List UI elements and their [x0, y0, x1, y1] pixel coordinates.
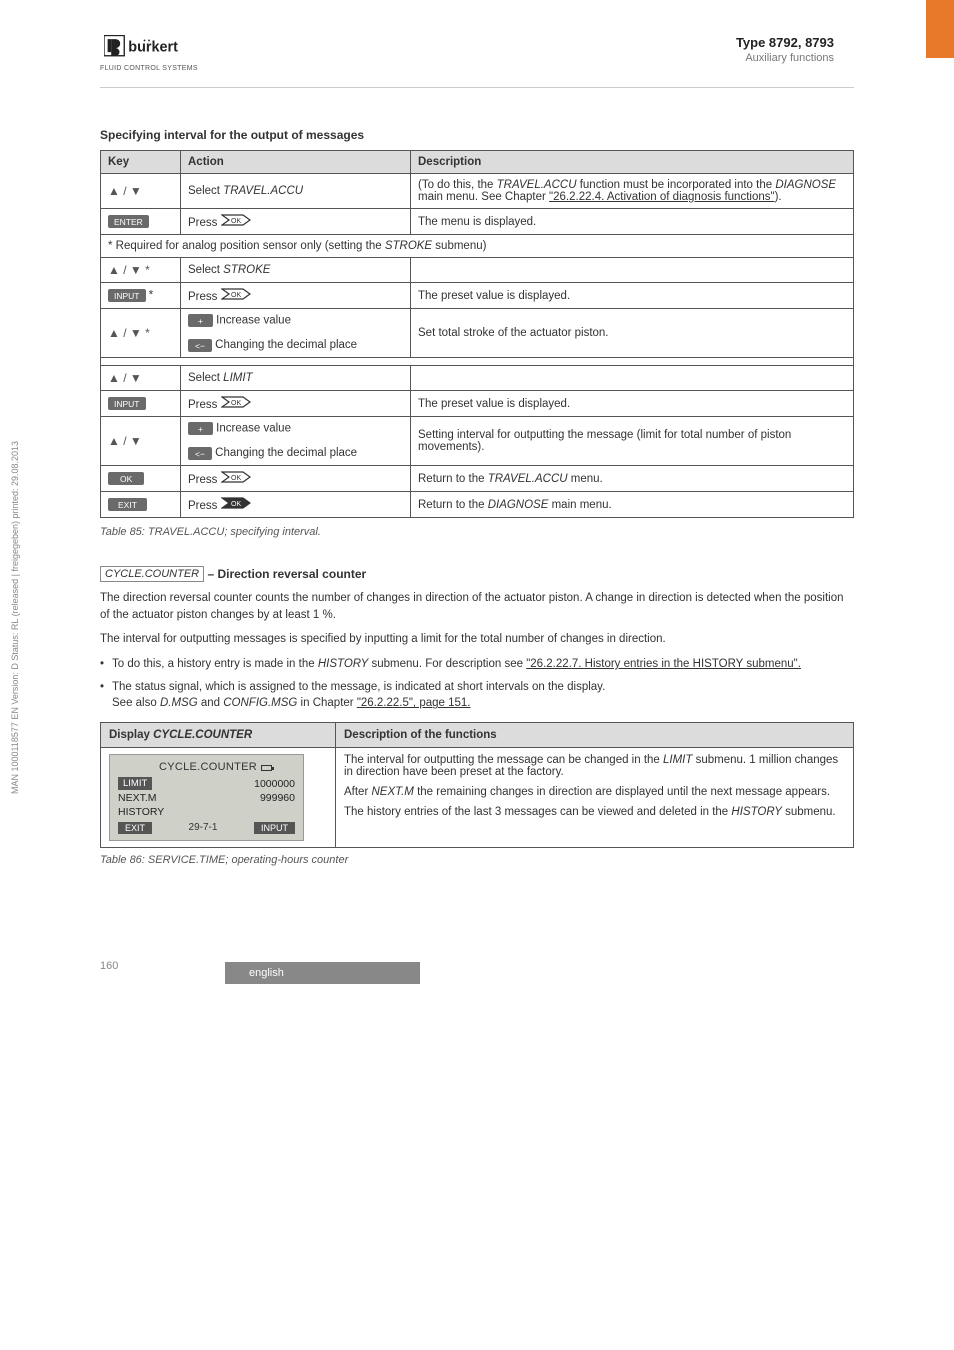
func-desc-cell: The interval for outputting the message …: [336, 748, 854, 848]
ok-press-icon: OK: [221, 288, 251, 300]
spec-table-1: Key Action Description ▲ / ▼ Select TRAV…: [100, 150, 854, 518]
table-row: ▲ / ▼ Select LIMIT: [101, 366, 854, 391]
lcd-title: CYCLE.COUNTER: [159, 761, 257, 773]
arrow-icon: ▲ / ▼: [108, 371, 142, 385]
table-caption-86: Table 86: SERVICE.TIME; operating-hours …: [100, 854, 854, 866]
orange-corner-tab: [926, 0, 954, 58]
logo-subtitle: FLUID CONTROL SYSTEMS: [100, 65, 198, 72]
table-row: * Required for analog position sensor on…: [101, 235, 854, 258]
ok-button-icon: OK: [108, 472, 144, 485]
aux-line: Auxiliary functions: [736, 52, 834, 64]
arrow-icon: ▲ / ▼: [108, 434, 142, 448]
lcd-row: LIMIT1000000: [118, 777, 295, 790]
title-block: Type 8792, 8793 Auxiliary functions: [736, 35, 834, 64]
back-pill-icon: <−: [188, 447, 212, 460]
table-row: ▲ / ▼ * + Increase value <− Changing the…: [101, 309, 854, 358]
svg-text:OK: OK: [231, 218, 241, 225]
section2-para1: The direction reversal counter counts th…: [100, 590, 854, 623]
table-row: EXIT Press OK Return to the DIAGNOSE mai…: [101, 492, 854, 518]
lcd-input-button: INPUT: [254, 822, 295, 834]
input-button-icon: INPUT: [108, 397, 146, 410]
plus-pill-icon: +: [188, 314, 213, 327]
table-row: ENTER Press OK The menu is displayed.: [101, 209, 854, 235]
side-meta-text: MAN 1000118577 EN Version: D Status: RL …: [10, 441, 20, 794]
table-row: ▲ / ▼ + Increase value <− Changing the d…: [101, 417, 854, 466]
section1-title: Specifying interval for the output of me…: [100, 128, 854, 142]
burkert-logo: burkert: [104, 35, 194, 63]
table-header-row: Key Action Description: [101, 151, 854, 174]
ok-press-icon: OK: [221, 471, 251, 483]
lcd-exit-button: EXIT: [118, 822, 152, 834]
table-header-row: Display CYCLE.COUNTER Description of the…: [101, 723, 854, 748]
plus-pill-icon: +: [188, 422, 213, 435]
col-desc-func: Description of the functions: [336, 723, 854, 748]
table-row: OK Press OK Return to the TRAVEL.ACCU me…: [101, 466, 854, 492]
enter-button-icon: ENTER: [108, 215, 149, 228]
section2-para2: The interval for outputting messages is …: [100, 631, 854, 648]
lcd-mockup: CYCLE.COUNTER LIMIT1000000 NEXT.M999960 …: [109, 754, 304, 841]
col-desc: Description: [411, 151, 854, 174]
type-line: Type 8792, 8793: [736, 35, 834, 50]
page-header: burkert FLUID CONTROL SYSTEMS Type 8792,…: [0, 0, 954, 82]
svg-text:OK: OK: [231, 501, 241, 508]
col-display: Display CYCLE.COUNTER: [101, 723, 336, 748]
logo-block: burkert FLUID CONTROL SYSTEMS: [100, 35, 198, 72]
table-row: INPUT * Press OK The preset value is dis…: [101, 283, 854, 309]
ok-press-icon: OK: [221, 214, 251, 226]
back-pill-icon: <−: [188, 339, 212, 352]
lcd-mid: 29-7-1: [189, 822, 218, 834]
col-action: Action: [181, 151, 411, 174]
table-caption-85: Table 85: TRAVEL.ACCU; specifying interv…: [100, 526, 854, 538]
exit-button-icon: EXIT: [108, 498, 147, 511]
table-row: ▲ / ▼ * Select STROKE: [101, 258, 854, 283]
ok-press-icon: OK: [221, 497, 251, 509]
input-button-icon: INPUT: [108, 289, 146, 302]
svg-text:OK: OK: [231, 292, 241, 299]
cycle-counter-box: CYCLE.COUNTER: [100, 566, 204, 582]
list-item: To do this, a history entry is made in t…: [100, 656, 854, 673]
table-row: ▲ / ▼ Select TRAVEL.ACCU (To do this, th…: [101, 174, 854, 209]
function-table: Display CYCLE.COUNTER Description of the…: [100, 722, 854, 848]
svg-text:OK: OK: [231, 400, 241, 407]
lcd-button-row: EXIT 29-7-1 INPUT: [118, 822, 295, 834]
star-note: * Required for analog position sensor on…: [101, 235, 854, 258]
table-row: CYCLE.COUNTER LIMIT1000000 NEXT.M999960 …: [101, 748, 854, 848]
battery-icon: [261, 765, 272, 771]
table-row: [101, 358, 854, 366]
svg-text:burkert: burkert: [128, 40, 178, 56]
list-item: The status signal, which is assigned to …: [100, 679, 854, 712]
arrow-icon: ▲ / ▼ *: [108, 326, 150, 340]
lcd-row: NEXT.M999960: [118, 792, 295, 804]
table-row: INPUT Press OK The preset value is displ…: [101, 391, 854, 417]
arrow-icon: ▲ / ▼: [108, 184, 142, 198]
footer-language: english: [225, 962, 420, 984]
svg-text:OK: OK: [231, 475, 241, 482]
section2-heading: CYCLE.COUNTER – Direction reversal count…: [100, 566, 854, 582]
col-key: Key: [101, 151, 181, 174]
main-content: Specifying interval for the output of me…: [0, 88, 954, 924]
lcd-row: HISTORY: [118, 806, 295, 818]
page-number: 160: [100, 960, 118, 972]
section2-list: To do this, a history entry is made in t…: [100, 656, 854, 712]
ok-press-icon: OK: [221, 396, 251, 408]
arrow-icon: ▲ / ▼ *: [108, 263, 150, 277]
